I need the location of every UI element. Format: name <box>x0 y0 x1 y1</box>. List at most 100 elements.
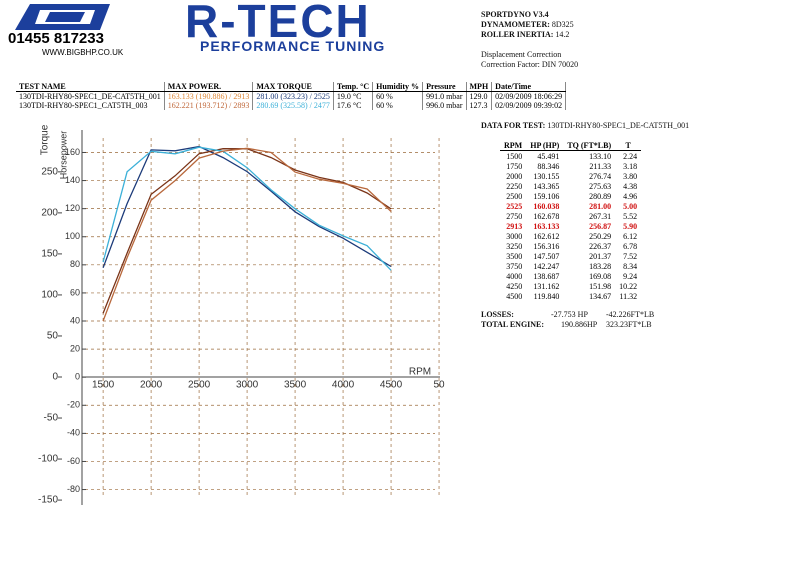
cell: 2750 <box>506 211 523 221</box>
y-tick-label: -50 <box>44 413 59 424</box>
cell: 169.08 <box>589 271 612 281</box>
cell: 129.0 <box>466 91 493 101</box>
cell: 162.221 (193.712) / 2893 <box>164 101 254 110</box>
column-header: TQ (FT*LB) <box>563 140 616 151</box>
cell: 02/09/2009 18:06:29 <box>491 91 567 101</box>
y2-tick-label: -80 <box>67 484 80 494</box>
cell: 2525 <box>506 201 523 211</box>
cell: 3500 <box>506 251 523 261</box>
column-header: Date/Time <box>491 82 567 92</box>
cell: 2250 <box>506 181 523 191</box>
y2-tick-label: -20 <box>67 400 80 410</box>
inertia-label: ROLLER INERTIA: <box>481 30 554 39</box>
row: 2913 163.133 256.87 5.90 <box>500 221 641 231</box>
correction: Displacement Correction <box>481 50 562 59</box>
cell: 19.0 °C <box>333 91 374 101</box>
cell: 3000 <box>506 231 523 241</box>
cell: 226.37 <box>589 241 612 251</box>
cell: 11.32 <box>619 291 638 301</box>
cell: 162.612 <box>533 231 560 241</box>
x-tick-label: 1500 <box>92 380 115 391</box>
y2-tick-label: -40 <box>67 428 80 438</box>
row: 4000 138.687 169.08 9.24 <box>500 271 641 281</box>
y-tick-label: 200 <box>41 208 58 219</box>
losses-line: LOSSES: -27.753 HP -42.226FT*LB <box>481 310 654 320</box>
cell: 130TDI-RHY80-SPEC1_DE-CAT5TH_001 <box>16 91 165 101</box>
cell: 5.90 <box>623 221 638 231</box>
cell: 281.00 (323.23) / 2525 <box>252 91 334 101</box>
cell: 280.69 (325.58) / 2477 <box>252 101 334 110</box>
cell: 4250 <box>506 281 523 291</box>
phone: 01455 817233 <box>8 30 104 47</box>
row: 2000 130.155 276.74 3.80 <box>500 171 641 181</box>
cell: 2.24 <box>623 151 638 161</box>
x-tick-label: 50 <box>433 380 445 391</box>
x-tick-label: 3000 <box>236 380 259 391</box>
series-line <box>102 147 392 322</box>
y2-tick-label: 20 <box>70 343 80 353</box>
series-line <box>102 145 392 269</box>
y-tick-label: 150 <box>41 249 58 260</box>
row: 2750 162.678 267.31 5.52 <box>500 211 641 221</box>
cell: 211.33 <box>589 161 612 171</box>
cell: 142.247 <box>533 261 560 271</box>
row: 3250 156.316 226.37 6.78 <box>500 241 641 251</box>
inertia-line: ROLLER INERTIA: 14.2 <box>481 30 578 40</box>
losses-hp: -27.753 HP <box>551 310 588 319</box>
cell: 4.38 <box>623 181 638 191</box>
website: WWW.BIGBHP.CO.UK <box>42 48 124 57</box>
row: 130TDI-RHY80-SPEC1_DE-CAT5TH_001 163.133 … <box>16 91 567 101</box>
x-axis-label: RPM <box>409 367 431 378</box>
y-axis-label: Torque <box>40 124 51 155</box>
row: 4250 131.162 151.98 10.22 <box>500 281 641 291</box>
cell: 45.491 <box>537 151 560 161</box>
results-title: DATA FOR TEST: 130TDI-RHY80-SPEC1_DE-CAT… <box>481 121 689 131</box>
cell: 201.37 <box>589 251 612 261</box>
y2-tick-label: 0 <box>75 372 80 382</box>
results-label: DATA FOR TEST: <box>481 121 546 130</box>
cell: 275.63 <box>589 181 612 191</box>
y2-axis-label: Horsepower <box>58 131 68 180</box>
cell: 134.67 <box>589 291 612 301</box>
x-tick-label: 2000 <box>140 380 163 391</box>
cell: 2500 <box>506 191 523 201</box>
cell: 133.10 <box>589 151 612 161</box>
cell: 9.24 <box>623 271 638 281</box>
results-table: RPM HP (HP) TQ (FT*LB) T 1500 45.491 133.10 2.2… <box>500 140 642 301</box>
column-header: MAX TORQUE <box>252 82 334 92</box>
cell: 138.687 <box>533 271 560 281</box>
cell: 10.22 <box>619 281 638 291</box>
cell: 143.365 <box>533 181 560 191</box>
cell: 163.133 <box>533 221 560 231</box>
x-tick-label: 4500 <box>380 380 403 391</box>
y2-tick-label: 100 <box>65 231 80 241</box>
dyno-info: SPORTDYNO V3.4 DYNAMOMETER: 8D325 ROLLER… <box>481 10 578 70</box>
row: 3750 142.247 183.28 8.34 <box>500 261 641 271</box>
factor: Correction Factor: DIN 70020 <box>481 60 579 69</box>
total-tq: 323.23FT*LB <box>606 320 652 329</box>
cell: 8.34 <box>623 261 638 271</box>
cell: 996.0 mbar <box>422 101 467 110</box>
cell: 60 % <box>372 101 424 110</box>
y2-tick-label: 40 <box>70 315 80 325</box>
y-tick-label: 50 <box>47 331 59 342</box>
cell: 183.28 <box>589 261 612 271</box>
cell: 4000 <box>506 271 523 281</box>
cell: 160.038 <box>533 201 560 211</box>
row: 2525 160.038 281.00 5.00 <box>500 201 641 211</box>
cell: 2913 <box>506 221 523 231</box>
results-test: 130TDI-RHY80-SPEC1_DE-CAT5TH_001 <box>547 121 690 130</box>
cell: 151.98 <box>589 281 612 291</box>
cell: 3250 <box>506 241 523 251</box>
column-header: HP (HP) <box>526 140 564 151</box>
cell: 276.74 <box>589 171 612 181</box>
column-header: Humidity % <box>372 82 424 92</box>
tagline: PERFORMANCE TUNING <box>200 38 386 54</box>
cell: 1750 <box>506 161 523 171</box>
cell: 162.678 <box>533 211 560 221</box>
y-tick-label: -100 <box>38 454 58 465</box>
y2-tick-label: -60 <box>67 456 80 466</box>
cell: 1500 <box>506 151 523 161</box>
